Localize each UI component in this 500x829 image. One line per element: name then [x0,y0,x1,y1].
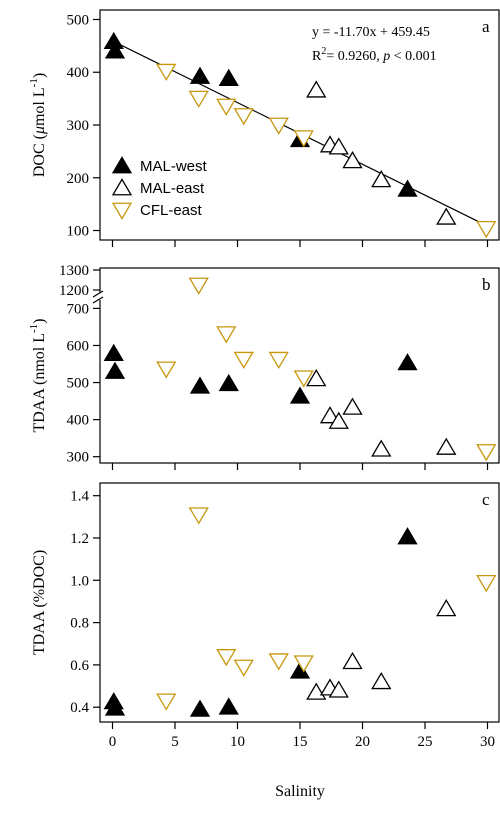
y-axis-label-tdaa-pct: TDAA (%DOC) [31,550,48,655]
y-tick-label: 0.4 [70,700,89,716]
y-tick-label: 500 [67,376,90,392]
panel-label: a [482,17,490,36]
y-tick-label: 300 [67,118,90,134]
data-point-mal-east [342,651,363,670]
data-point-cfl-east [233,108,254,126]
data-point-cfl-east [156,693,177,711]
data-point-mal-east [328,411,349,429]
data-point-cfl-east [188,507,209,525]
data-point-cfl-east [476,575,497,593]
data-point-cfl-east [233,351,254,370]
data-point-cfl-east [216,649,237,667]
y-tick-label: 200 [67,171,90,187]
data-point-cfl-east [268,653,289,671]
data-point-mal-west [189,376,211,394]
data-point-cfl-east [216,326,237,344]
y-tick-label: 300 [67,450,90,466]
data-point-mal-west [218,68,239,86]
data-point-mal-west [189,699,211,717]
legend-label: CFL-east [140,202,203,219]
panel-label: c [482,490,490,509]
data-point-mal-east [306,369,327,387]
data-point-cfl-east [188,90,209,108]
data-point-mal-west [104,698,126,716]
y-tick-label: 500 [67,12,90,28]
data-point-mal-west [218,697,239,715]
data-point-mal-east [306,80,327,98]
y-tick-label: 0.6 [70,658,89,674]
x-tick-label: 0 [109,734,117,750]
panel-a: 100 200 300 400 500 a y = -11.70x + 459.45 R2= … [28,9,500,247]
data-point-mal-east [371,170,392,188]
data-point-mal-west [104,361,126,379]
x-tick-label: 30 [480,734,495,750]
data-point-mal-east [371,439,392,457]
data-point-cfl-east [476,444,497,462]
data-point-mal-east [436,599,457,617]
data-point-mal-east [342,397,363,415]
legend: MAL-west MAL-east CFL-east [111,156,208,220]
x-tick-label: 10 [230,734,245,750]
data-point-mal-west [289,386,311,404]
y-tick-label: 600 [67,338,90,354]
plot-frame [99,482,500,723]
data-point-mal-east [328,680,349,698]
data-point-mal-west [104,41,126,59]
y-tick-label: 1.0 [70,573,89,589]
y-tick-label: 400 [67,65,90,81]
data-point-cfl-east [156,63,177,82]
x-axis-label: Salinity [275,783,325,800]
data-point-cfl-east [268,351,289,370]
y-tick-label: 700 [67,301,90,317]
axis-break-mark [92,290,104,304]
y-tick-label: 0.8 [70,616,89,632]
data-point-mal-east [342,151,363,169]
panel-label: b [482,275,491,294]
regression-equation: y = -11.70x + 459.45 [312,25,430,40]
y-axis-label-tdaa: TDAA (nmol L-1) [28,318,48,432]
data-point-cfl-east [476,220,497,239]
data-point-cfl-east [156,361,177,379]
panel-c: 0.4 0.6 0.8 1.0 1.2 1.4 0 5 10 15 20 25 30 c TDAA (%DO… [31,482,500,800]
data-point-legend-mal-west [111,156,133,174]
legend-label: MAL-west [140,158,208,175]
y-tick-label: 1.4 [70,489,89,505]
data-point-mal-west [103,343,124,362]
data-point-mal-east [436,207,457,225]
x-tick-label: 15 [293,734,308,750]
y-tick-label: 1300 [59,263,89,279]
data-point-legend-cfl-east [111,202,133,220]
data-point-cfl-east [188,277,209,295]
data-point-mal-east [328,137,349,155]
y-tick-label: 100 [67,224,90,240]
x-tick-label: 25 [418,734,433,750]
data-point-cfl-east [293,655,314,673]
data-point-mal-east [436,437,457,455]
x-tick-label: 5 [171,734,179,750]
x-tick-label: 20 [355,734,370,750]
data-point-mal-west [397,527,418,545]
data-point-cfl-east [293,370,314,388]
data-point-mal-west [218,373,239,392]
data-point-mal-west [397,353,418,371]
y-tick-label: 1200 [59,283,89,299]
data-point-mal-west [397,179,418,197]
data-point-legend-mal-east [111,178,133,196]
y-tick-label: 1.2 [70,531,89,547]
data-point-cfl-east [216,98,237,116]
data-point-cfl-east [293,130,314,148]
r-squared-text: R2= 0.9260, p < 0.001 [312,46,437,64]
legend-label: MAL-east [140,180,205,197]
panel-b: 300 400 500 600 700 1200 1300 b TDAA (nmol L-1) [28,263,500,470]
y-tick-label: 400 [67,413,90,429]
data-point-mal-east [319,406,341,424]
data-point-mal-east [371,671,392,690]
data-point-cfl-east [233,659,254,677]
data-point-mal-west [189,66,211,84]
data-point-cfl-east [268,117,289,135]
y-axis-label-doc: DOC (μmol L-1) [28,73,48,177]
